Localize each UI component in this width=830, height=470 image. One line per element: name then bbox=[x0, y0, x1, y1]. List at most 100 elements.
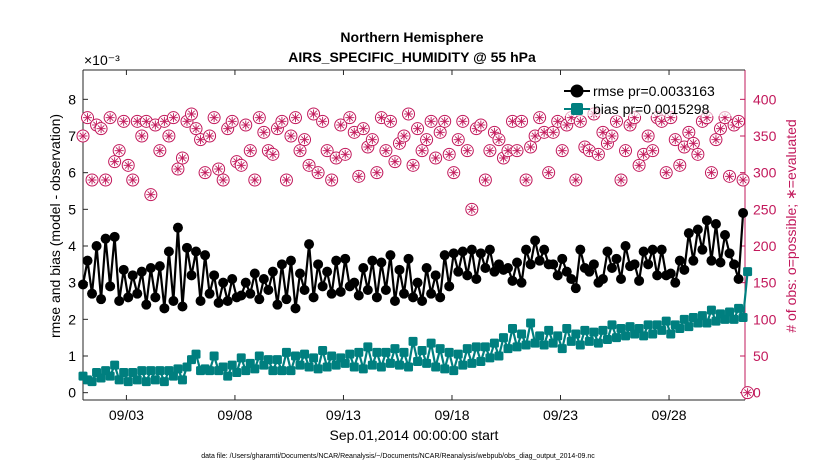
rmse-point bbox=[552, 270, 563, 281]
obs-evaluated-point bbox=[331, 153, 341, 163]
obs-evaluated-ray bbox=[486, 147, 494, 155]
obs-evaluated-point bbox=[146, 190, 156, 200]
bias-point bbox=[241, 366, 251, 376]
obs-evaluated-ray bbox=[518, 117, 526, 125]
bias-point bbox=[168, 371, 178, 381]
obs-evaluated-point bbox=[458, 116, 468, 126]
obs-evaluated-point bbox=[286, 131, 296, 141]
bias-point bbox=[281, 347, 291, 357]
rmse-point bbox=[209, 270, 220, 281]
rmse-point bbox=[358, 263, 369, 273]
obs-evaluated-ray bbox=[418, 147, 426, 155]
bias-point bbox=[435, 344, 445, 354]
rmse-point bbox=[132, 288, 143, 299]
rmse-point bbox=[629, 259, 640, 270]
bias-point bbox=[611, 333, 621, 343]
bias-point bbox=[557, 344, 567, 354]
obs-evaluated-point bbox=[191, 124, 201, 134]
bias-point bbox=[471, 342, 481, 352]
rmse-point bbox=[683, 228, 694, 239]
obs-evaluated-point bbox=[688, 138, 698, 148]
obs-evaluated-point bbox=[313, 168, 323, 178]
obs-evaluated-point bbox=[621, 146, 631, 156]
rmse-point bbox=[444, 281, 455, 292]
obs-evaluated-point bbox=[616, 175, 626, 185]
rmse-point bbox=[634, 275, 645, 286]
obs-evaluated-ray bbox=[459, 117, 467, 125]
bias-point bbox=[426, 338, 436, 348]
obs-evaluated-point bbox=[693, 149, 703, 159]
obs-evaluated-ray bbox=[386, 117, 394, 125]
rmse-point bbox=[480, 263, 491, 273]
obs-evaluated-ray bbox=[165, 132, 173, 140]
obs-evaluated-point bbox=[675, 160, 685, 170]
obs-evaluated-ray bbox=[716, 125, 724, 133]
bias-point bbox=[250, 364, 260, 374]
rmse-point bbox=[258, 274, 269, 284]
y-axis-label-left: rmse and bias (model - observation) bbox=[47, 114, 63, 338]
obs-evaluated-point bbox=[390, 157, 400, 167]
obs-evaluated-point bbox=[607, 131, 617, 141]
obs-evaluated-ray bbox=[188, 110, 196, 118]
obs-evaluated-point bbox=[155, 146, 165, 156]
obs-evaluated-ray bbox=[468, 205, 476, 213]
bias-point bbox=[123, 377, 133, 387]
legend-rmse-marker bbox=[570, 84, 584, 98]
bias-point bbox=[390, 344, 400, 354]
obs-evaluated-point bbox=[467, 204, 477, 214]
obs-evaluated-point bbox=[480, 175, 490, 185]
rmse-point bbox=[570, 283, 581, 294]
obs-evaluated-ray bbox=[301, 136, 309, 144]
obs-evaluated-point bbox=[643, 131, 653, 141]
rmse-point bbox=[186, 270, 197, 281]
rmse-point bbox=[362, 285, 373, 295]
obs-evaluated-ray bbox=[432, 154, 440, 162]
obs-evaluated-ray bbox=[332, 154, 340, 162]
rmse-point bbox=[557, 253, 568, 264]
rmse-point bbox=[539, 244, 550, 255]
bias-point bbox=[693, 318, 703, 328]
bias-point bbox=[643, 320, 653, 330]
rmse-point bbox=[109, 231, 120, 242]
obs-evaluated-ray bbox=[319, 117, 327, 125]
bias-point bbox=[227, 360, 237, 370]
rmse-point bbox=[304, 239, 315, 250]
rmse-point bbox=[670, 277, 681, 288]
obs-evaluated-ray bbox=[106, 114, 114, 122]
y-tick-label-left: 2 bbox=[68, 311, 76, 327]
obs-evaluated-point bbox=[634, 160, 644, 170]
rmse-point bbox=[159, 303, 170, 314]
obs-evaluated-ray bbox=[115, 147, 123, 155]
bias-point bbox=[743, 267, 753, 277]
obs-evaluated-point bbox=[281, 175, 291, 185]
bias-point bbox=[480, 342, 490, 352]
bias-point bbox=[272, 355, 282, 365]
bias-point bbox=[584, 336, 594, 346]
obs-evaluated-ray bbox=[676, 161, 684, 169]
y-tick-label-right: 0 bbox=[753, 385, 761, 401]
obs-evaluated-ray bbox=[558, 147, 566, 155]
bias-point bbox=[449, 366, 459, 376]
obs-evaluated-ray bbox=[296, 147, 304, 155]
rmse-point bbox=[335, 286, 346, 297]
bias-point bbox=[648, 329, 658, 339]
obs-evaluated-ray bbox=[549, 128, 557, 136]
rmse-point bbox=[141, 299, 152, 310]
rmse-point bbox=[638, 246, 649, 257]
obs-evaluated-ray bbox=[726, 172, 734, 180]
obs-evaluated-point bbox=[173, 164, 183, 174]
y-tick-label-left: 7 bbox=[68, 128, 76, 144]
obs-evaluated-ray bbox=[178, 154, 186, 162]
bias-point bbox=[666, 329, 676, 339]
bias-point bbox=[367, 360, 377, 370]
obs-evaluated-ray bbox=[707, 169, 715, 177]
bias-point bbox=[467, 358, 477, 368]
rmse-point bbox=[136, 266, 147, 277]
obs-evaluated-point bbox=[476, 120, 486, 130]
obs-evaluated-point bbox=[214, 164, 224, 174]
obs-evaluated-point bbox=[187, 109, 197, 119]
obs-evaluated-ray bbox=[192, 125, 200, 133]
series-rmse bbox=[78, 208, 749, 314]
y-tick-label-right: 50 bbox=[753, 348, 769, 364]
rmse-point bbox=[281, 294, 292, 305]
